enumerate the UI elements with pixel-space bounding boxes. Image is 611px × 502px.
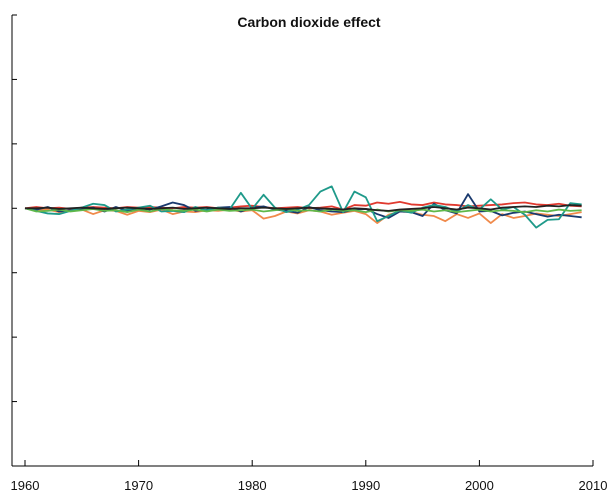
series-line-6 <box>25 204 582 212</box>
series-line-5 <box>24 207 582 214</box>
series-layer <box>24 185 582 229</box>
x-tick-label: 1970 <box>124 478 153 493</box>
series-line-4 <box>24 185 582 229</box>
x-tick-label: 2010 <box>579 478 608 493</box>
x-tick-label: 1980 <box>238 478 267 493</box>
x-tick-label: 2000 <box>465 478 494 493</box>
x-tick-labels: 1960 1970 1980 1990 2000 2010 <box>11 478 608 493</box>
chart-title: Carbon dioxide effect <box>237 14 380 30</box>
x-tick-label: 1960 <box>11 478 40 493</box>
x-tick-label: 1990 <box>351 478 380 493</box>
axes <box>11 14 594 467</box>
